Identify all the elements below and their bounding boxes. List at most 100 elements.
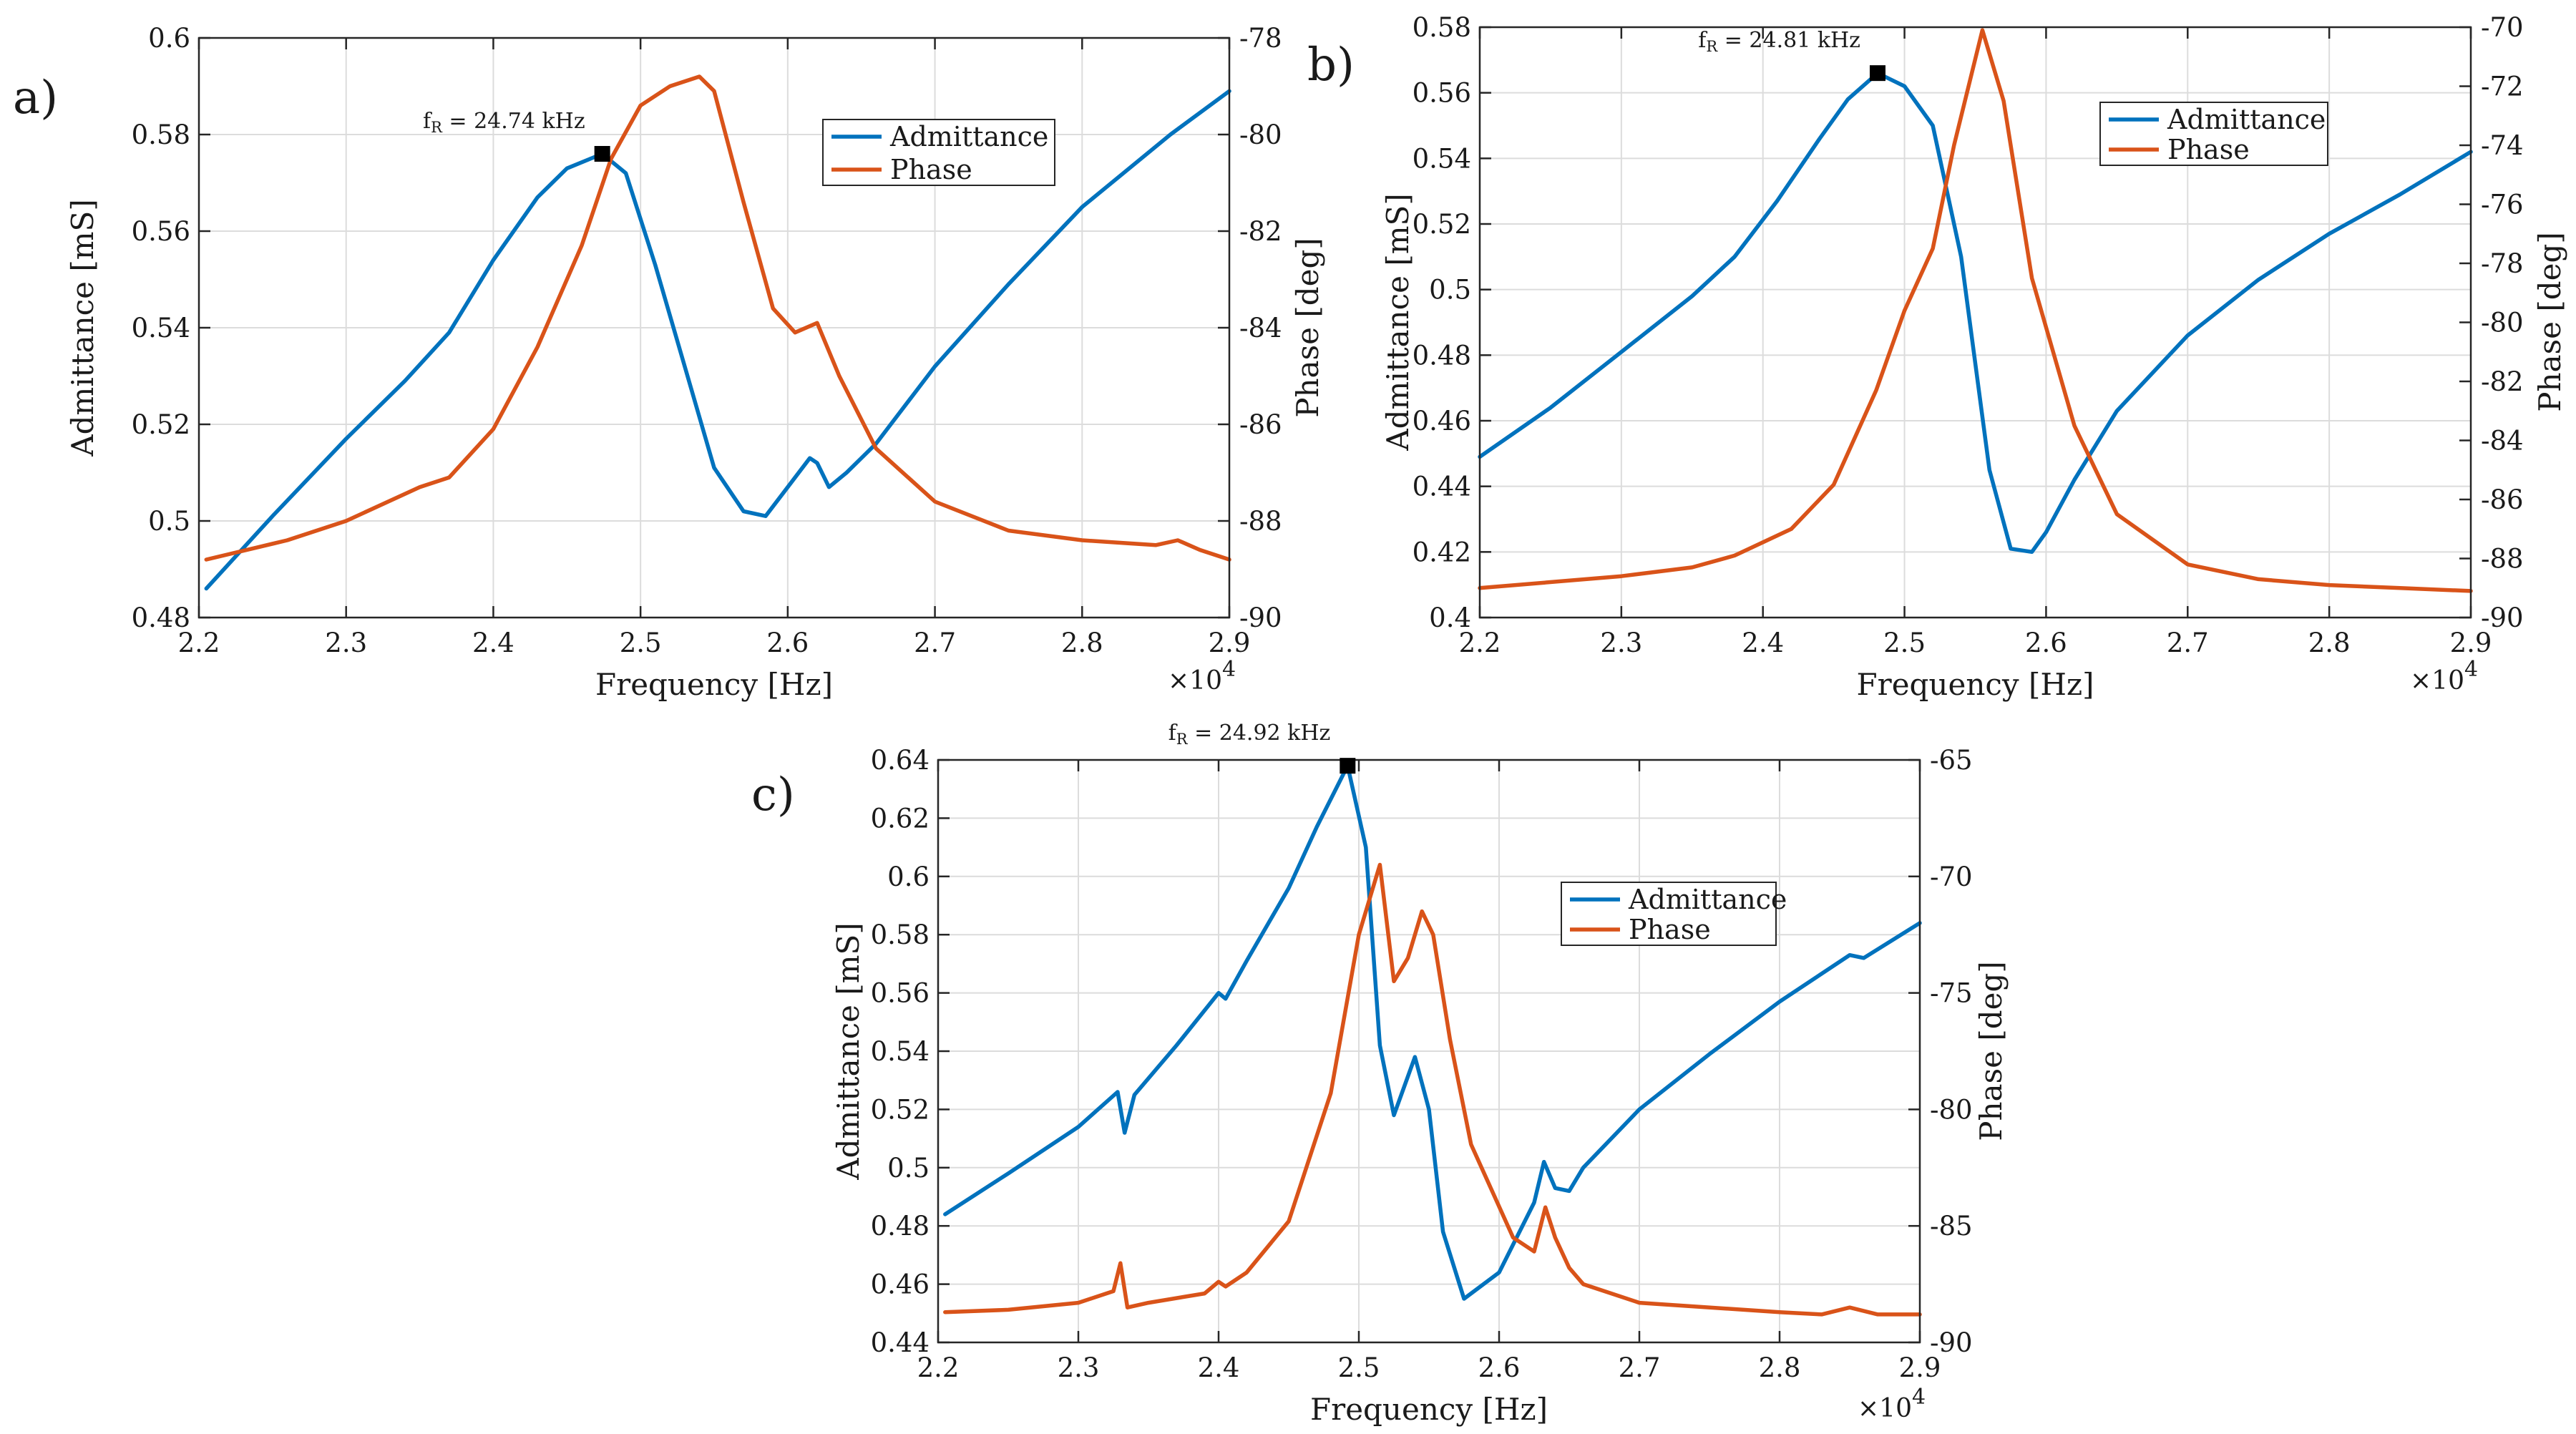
x-tick-label: 2.2: [1459, 628, 1501, 658]
y-axis-title-right: Phase [deg]: [1974, 961, 2009, 1141]
x-tick-label: 2.5: [620, 628, 662, 658]
x-tick-label: 2.6: [1478, 1352, 1521, 1383]
x-axis-title: Frequency [Hz]: [1310, 1392, 1548, 1427]
y-tick-label-left: 0.54: [132, 313, 190, 343]
y-tick-label-right: -88: [1239, 506, 1282, 537]
y-tick-label-left: 0.44: [871, 1327, 930, 1358]
y-tick-label-left: 0.58: [871, 920, 930, 950]
y-tick-label-left: 0.52: [132, 409, 190, 440]
y-tick-label-right: -82: [1239, 216, 1282, 247]
y-tick-label-left: 0.62: [871, 803, 930, 834]
panel-b: b) 2.2 2.3 2.4 2.5 2.6 2.7 2.8 2.9 0.4 0.42 0.44 0.4…: [1307, 12, 2567, 702]
legend-label-phase: Phase: [1629, 914, 1711, 945]
x-tick-label: 2.8: [2308, 628, 2351, 658]
y-tick-label-left: 0.46: [871, 1269, 930, 1300]
y-tick-label-right: -78: [2481, 248, 2524, 279]
y-tick-label-right: -65: [1930, 745, 1973, 776]
y-tick-label-right: -90: [2481, 603, 2524, 633]
y-tick-label-right: -72: [2481, 72, 2524, 102]
legend-box: [1561, 882, 1777, 946]
x-tick-label: 2.7: [1619, 1352, 1661, 1383]
y-tick-label-right: -80: [1930, 1094, 1973, 1125]
y-tick-label-right: -70: [1930, 862, 1973, 892]
y-axis-title-right: Phase [deg]: [1290, 238, 1325, 418]
y-tick-label-left: 0.42: [1413, 537, 1471, 567]
y-tick-label-right: -88: [2481, 544, 2524, 575]
y-tick-label-left: 0.6: [887, 862, 930, 892]
y-tick-label-left: 0.44: [1413, 472, 1471, 502]
series-line-admittance: [204, 89, 1231, 591]
y-tick-label-left: 0.56: [1413, 78, 1471, 109]
legend-label-admittance: Admittance: [1628, 884, 1787, 915]
x-tick-label: 2.3: [1600, 628, 1642, 658]
x-tick-label: 2.6: [766, 628, 809, 658]
panel-a: a) 2.2 2.3 2.4 2.5 2.6 2.7 2.8 2.9 0.48 0.5 0.52 0.5…: [13, 23, 1325, 702]
y-tick-label-right: -70: [2481, 12, 2524, 43]
x-tick-label: 2.4: [1198, 1352, 1240, 1383]
y-tick-label-right: -86: [2481, 484, 2524, 515]
panel-label: c): [751, 769, 795, 821]
x-tick-label: 2.7: [2167, 628, 2209, 658]
y-tick-label-left: 0.56: [871, 978, 930, 1009]
y-axis-title-right: Phase [deg]: [2532, 232, 2567, 412]
y-tick-label-right: -74: [2481, 130, 2524, 161]
legend-label-admittance: Admittance: [2167, 104, 2326, 135]
series-line-phase: [204, 74, 1231, 562]
y-tick-label-left: 0.52: [871, 1094, 930, 1125]
y-axis-title-left: Admittance [mS]: [65, 199, 100, 457]
resonance-marker: [1869, 65, 1885, 82]
x-tick-label: 2.5: [1883, 628, 1926, 658]
panel-label: a): [13, 72, 58, 125]
y-tick-label-right: -85: [1930, 1211, 1973, 1242]
y-tick-label-right: -80: [2481, 308, 2524, 338]
x-axis-title: Frequency [Hz]: [595, 667, 833, 702]
plot-frame: [197, 36, 1231, 619]
y-tick-label-left: 0.52: [1413, 209, 1471, 240]
x-tick-label: 2.9: [1209, 628, 1251, 658]
y-tick-label-right: -75: [1930, 978, 1973, 1009]
x-tick-label: 2.8: [1759, 1352, 1801, 1383]
x-tick-label: 2.8: [1061, 628, 1103, 658]
y-tick-label-left: 0.4: [1429, 603, 1471, 633]
series-line-admittance: [1478, 71, 2473, 555]
x-tick-label: 2.2: [917, 1352, 960, 1383]
x-tick-label: 2.7: [914, 628, 956, 658]
y-tick-label-left: 0.5: [148, 506, 190, 537]
legend-label-phase: Phase: [2167, 134, 2250, 165]
x-tick-label: 2.4: [1742, 628, 1784, 658]
y-tick-label-left: 0.48: [1413, 340, 1471, 371]
x-tick-label: 2.3: [325, 628, 367, 658]
y-tick-label-left: 0.58: [1413, 12, 1471, 43]
series-line-admittance: [943, 764, 1922, 1301]
y-tick-label-right: -82: [2481, 366, 2524, 397]
y-tick-label-left: 0.5: [1429, 275, 1471, 306]
x-tick-label: 2.2: [178, 628, 220, 658]
y-axis-title-left: Admittance [mS]: [1380, 193, 1415, 451]
plot-frame: [1478, 26, 2472, 619]
resonance-marker: [594, 146, 610, 162]
resonance-annotation: fR = 24.74 kHz: [423, 109, 585, 136]
y-tick-label-right: -78: [1239, 23, 1282, 54]
x-tick-label: 2.6: [2025, 628, 2067, 658]
y-tick-label-right: -76: [2481, 190, 2524, 220]
y-tick-label-left: 0.48: [871, 1211, 930, 1242]
y-tick-label-left: 0.54: [1413, 143, 1471, 174]
legend-label-admittance: Admittance: [889, 121, 1048, 152]
x-tick-label: 2.9: [2450, 628, 2492, 658]
y-tick-label-left: 0.5: [887, 1153, 930, 1184]
y-tick-label-right: -86: [1239, 409, 1282, 440]
y-tick-label-left: 0.64: [871, 745, 930, 776]
y-axis-title-left: Admittance [mS]: [831, 922, 866, 1180]
x-axis-exponent: ×104: [1168, 657, 1236, 696]
resonance-annotation: fR = 24.92 kHz: [1169, 721, 1331, 748]
y-tick-label-left: 0.58: [132, 120, 190, 150]
x-axis-exponent: ×104: [2410, 657, 2478, 696]
y-tick-label-right: -84: [1239, 313, 1282, 343]
legend-box: [822, 119, 1055, 186]
y-tick-label-left: 0.56: [132, 216, 190, 247]
resonance-marker: [1340, 758, 1356, 774]
panel-c: c) 2.2 2.3 2.4 2.5 2.6 2.7 2.8 2.9 0.44 0.46 0.48 0.…: [751, 721, 2009, 1427]
y-tick-label-right: -80: [1239, 120, 1282, 150]
y-tick-label-left: 0.6: [148, 23, 190, 54]
